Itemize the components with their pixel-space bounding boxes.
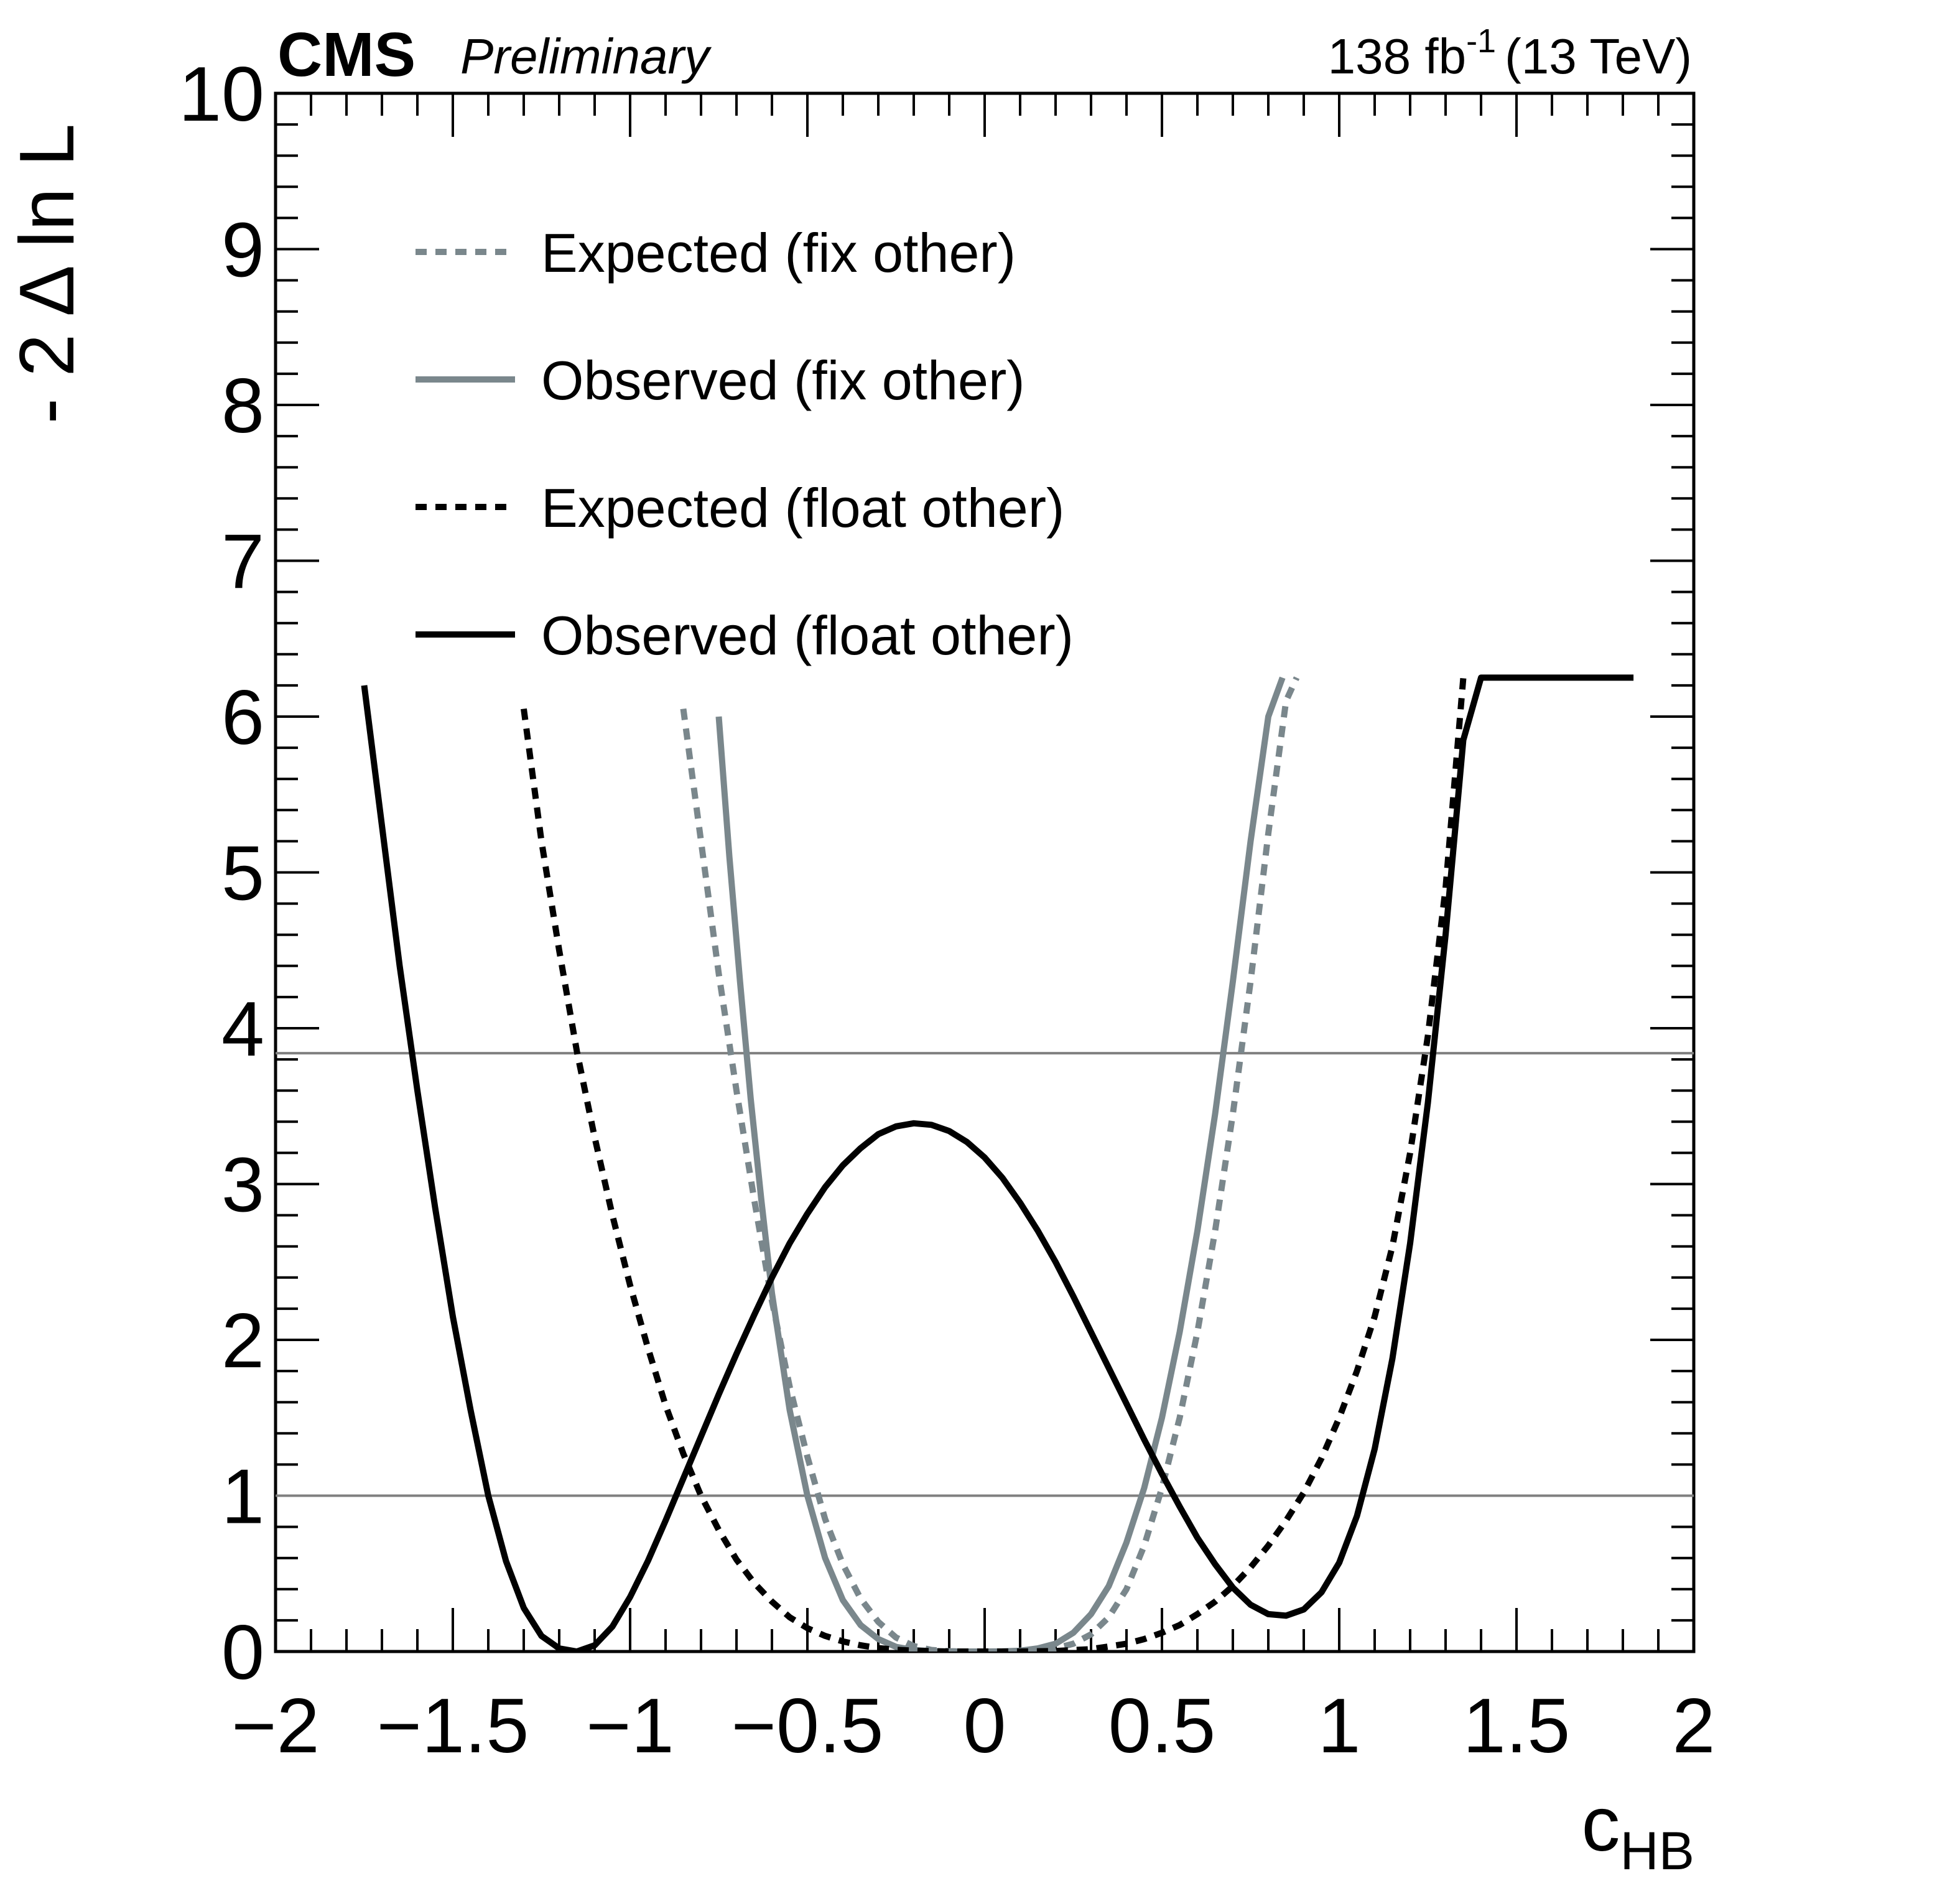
x-tick-label: 0.5 [1108, 1683, 1215, 1769]
y-tick-label: 4 [221, 987, 264, 1072]
x-tick-label: 2 [1673, 1683, 1716, 1769]
legend: Expected (fix other) Observed (fix other)… [416, 222, 1074, 666]
experiment-label: CMS [277, 20, 416, 90]
y-tick-label: 2 [221, 1298, 264, 1384]
y-tick-label: 10 [179, 52, 264, 137]
x-tick-label: −2 [231, 1683, 319, 1769]
luminosity-label: 138 fb-1 (13 TeV) [1328, 22, 1692, 84]
x-axis-title-main: c [1582, 1782, 1620, 1867]
y-tick-label: 9 [221, 208, 264, 294]
y-tick-label: 8 [221, 363, 264, 449]
x-tick-label: 1 [1318, 1683, 1361, 1769]
series-line-2 [521, 677, 1467, 1652]
x-tick-label: 1.5 [1463, 1683, 1570, 1769]
status-label: Preliminary [460, 29, 712, 84]
x-tick-labels: −2 −1.5 −1 −0.5 0 0.5 1 1.5 2 [231, 1683, 1715, 1769]
y-tick-label: 0 [221, 1610, 264, 1696]
x-axis-title-sub: HB [1620, 1821, 1694, 1881]
y-tick-label: 6 [221, 675, 264, 761]
y-tick-labels: 0 1 2 3 4 5 6 7 8 9 10 [179, 52, 264, 1696]
x-tick-label: −1.5 [377, 1683, 529, 1769]
legend-label-0: Expected (fix other) [541, 222, 1016, 284]
x-axis-title: cHB [1582, 1782, 1694, 1881]
y-axis-title: - 2 Δ ln L [4, 124, 90, 424]
series-line-3 [361, 674, 1634, 1652]
luminosity-exponent: -1 [1466, 22, 1496, 60]
x-tick-label: −1 [586, 1683, 674, 1769]
energy-label: (13 TeV) [1505, 29, 1692, 84]
x-tick-label: 0 [964, 1683, 1006, 1769]
y-tick-label: 5 [221, 831, 264, 917]
y-tick-label: 7 [221, 519, 264, 605]
curves [361, 674, 1634, 1652]
x-tick-label: −0.5 [732, 1683, 884, 1769]
legend-label-2: Expected (float other) [541, 477, 1064, 539]
y-tick-label: 3 [221, 1143, 264, 1229]
reference-lines [276, 1052, 1694, 1497]
plot-frame [274, 91, 1696, 1653]
legend-label-1: Observed (fix other) [541, 350, 1025, 411]
luminosity-value: 138 fb [1328, 29, 1466, 84]
axis-ticks [274, 92, 1695, 1653]
series-line-1 [715, 676, 1286, 1652]
y-tick-label: 1 [221, 1454, 264, 1540]
legend-label-3: Observed (float other) [541, 605, 1074, 666]
